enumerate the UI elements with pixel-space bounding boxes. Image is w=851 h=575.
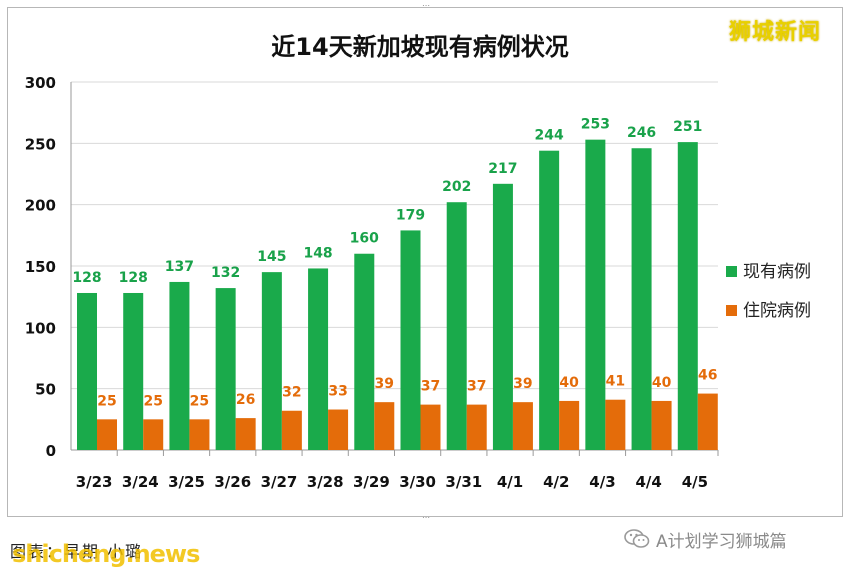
x-tick-label: 4/5 xyxy=(682,473,708,491)
wechat-icon xyxy=(624,529,650,548)
data-label-hospitalized: 37 xyxy=(467,379,486,395)
bar-current xyxy=(261,272,282,450)
resize-handle-top[interactable]: ⋯ xyxy=(422,1,430,10)
bar-hospitalized xyxy=(143,419,164,450)
data-label-hospitalized: 25 xyxy=(97,393,116,409)
y-tick-label: 250 xyxy=(25,135,56,153)
y-tick-label: 150 xyxy=(25,258,56,276)
data-label-hospitalized: 32 xyxy=(282,385,301,401)
data-label-current: 148 xyxy=(303,245,332,261)
data-label-hospitalized: 37 xyxy=(421,379,440,395)
x-tick-label: 3/24 xyxy=(122,473,159,491)
bars: 1282512825137251322614532148331603917937… xyxy=(72,117,718,451)
wechat-attribution: A计划学习狮城篇 xyxy=(624,527,787,552)
data-label-hospitalized: 40 xyxy=(652,375,672,391)
data-label-current: 217 xyxy=(488,161,517,177)
bar-current xyxy=(77,292,97,450)
bar-hospitalized xyxy=(559,400,580,450)
data-label-current: 137 xyxy=(165,259,194,275)
data-label-hospitalized: 25 xyxy=(143,393,162,409)
x-tick-label: 3/25 xyxy=(168,473,205,491)
x-tick-label: 4/3 xyxy=(589,473,615,491)
bar-current xyxy=(169,281,190,450)
bar-current xyxy=(492,183,513,450)
legend-label-hospitalized: 住院病例 xyxy=(743,301,811,321)
bar-current xyxy=(308,268,329,450)
brand-logo: 狮城新闻 xyxy=(729,19,822,45)
x-tick-label: 3/27 xyxy=(261,473,298,491)
data-label-current: 251 xyxy=(673,119,702,135)
bar-current xyxy=(539,150,560,450)
data-label-current: 132 xyxy=(211,265,240,281)
chart-caption: 图表：早期 小璐 xyxy=(10,542,144,561)
bar-hospitalized xyxy=(97,419,117,450)
data-label-current: 160 xyxy=(350,231,379,247)
y-axis: 0 50 100 150 200 250 300 xyxy=(25,74,72,460)
x-tick-label: 3/26 xyxy=(214,473,251,491)
data-label-hospitalized: 25 xyxy=(190,393,209,409)
x-tick-label: 3/29 xyxy=(353,473,390,491)
data-label-hospitalized: 40 xyxy=(559,375,579,391)
x-tick-label: 4/2 xyxy=(543,473,569,491)
bar-hospitalized xyxy=(697,393,718,450)
bar-hospitalized xyxy=(512,402,533,450)
y-tick-label: 0 xyxy=(46,442,56,460)
x-tick-label: 3/28 xyxy=(307,473,344,491)
bar-hospitalized xyxy=(420,404,441,450)
data-label-current: 128 xyxy=(119,270,148,286)
x-tick-label: 4/4 xyxy=(635,473,661,491)
data-label-current: 246 xyxy=(627,125,656,141)
bar-current xyxy=(215,288,236,450)
bar-current xyxy=(677,142,698,450)
bar-hospitalized xyxy=(651,400,672,450)
bar-current xyxy=(585,139,606,451)
data-label-current: 202 xyxy=(442,179,471,195)
bar-current xyxy=(446,202,467,450)
legend: 现有病例 住院病例 xyxy=(726,262,811,321)
data-label-hospitalized: 26 xyxy=(236,392,255,408)
bar-current xyxy=(400,230,421,450)
x-tick-label: 3/30 xyxy=(399,473,436,491)
bar-hospitalized xyxy=(605,399,626,450)
data-label-current: 179 xyxy=(396,207,425,223)
bar-current xyxy=(354,253,375,450)
legend-label-current: 现有病例 xyxy=(743,262,811,282)
legend-swatch-hospitalized xyxy=(726,305,737,316)
x-axis: 3/23 3/24 3/25 3/26 3/27 3/28 3/29 3/30 3/31 4/1 4… xyxy=(76,450,719,491)
data-label-current: 145 xyxy=(257,249,286,265)
x-tick-label: 3/31 xyxy=(445,473,482,491)
y-tick-label: 100 xyxy=(25,319,56,337)
bar-hospitalized xyxy=(189,419,210,450)
data-label-hospitalized: 39 xyxy=(513,376,532,392)
wechat-account-name: A计划学习狮城篇 xyxy=(656,531,787,552)
legend-swatch-current xyxy=(726,266,737,277)
data-label-hospitalized: 39 xyxy=(375,376,394,392)
data-label-current: 253 xyxy=(581,117,610,133)
data-label-hospitalized: 33 xyxy=(328,384,347,400)
bar-current xyxy=(631,148,652,451)
data-label-hospitalized: 41 xyxy=(606,374,625,390)
bar-hospitalized xyxy=(374,402,395,450)
bar-hospitalized xyxy=(235,418,256,450)
y-tick-label: 200 xyxy=(25,197,56,215)
data-label-current: 128 xyxy=(72,270,101,286)
y-tick-label: 50 xyxy=(35,381,56,399)
site-watermark: shicheng.news xyxy=(12,540,200,568)
bar-hospitalized xyxy=(466,404,487,450)
chart-title: 近14天新加坡现有病例状况 xyxy=(271,33,568,61)
bar-hospitalized xyxy=(328,409,349,450)
x-tick-label: 4/1 xyxy=(497,473,523,491)
data-label-hospitalized: 46 xyxy=(698,368,717,384)
bar-current xyxy=(123,292,144,450)
data-label-current: 244 xyxy=(535,128,564,144)
y-tick-label: 300 xyxy=(25,74,56,92)
bar-hospitalized xyxy=(281,410,302,450)
x-tick-label: 3/23 xyxy=(76,473,113,491)
resize-handle-bottom[interactable]: ⋯ xyxy=(422,513,430,522)
